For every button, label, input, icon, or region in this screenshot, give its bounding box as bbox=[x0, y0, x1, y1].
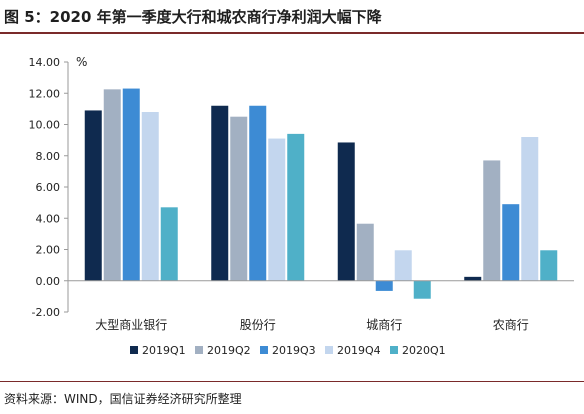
bar-2019Q2-3 bbox=[483, 160, 501, 281]
y-tick-label: 8.00 bbox=[36, 150, 61, 163]
bar-chart: 14.00 12.00 10.00 8.00 6.00 4.00 2.00 0.00 -2.00… bbox=[29, 55, 574, 357]
y-tick-label: 12.00 bbox=[29, 87, 61, 100]
bar-2020Q1-2 bbox=[413, 280, 431, 299]
legend-swatch bbox=[130, 346, 138, 354]
bar-2019Q4-1 bbox=[268, 138, 286, 281]
y-tick-label: 10.00 bbox=[29, 119, 61, 132]
bar-2019Q3-3 bbox=[502, 204, 520, 281]
legend-swatch bbox=[195, 346, 203, 354]
legend-label: 2020Q1 bbox=[402, 344, 446, 357]
bar-2019Q1-0 bbox=[84, 110, 102, 281]
y-tick-label: -2.00 bbox=[32, 306, 60, 319]
category-label: 农商行 bbox=[493, 317, 529, 332]
title-divider bbox=[0, 32, 584, 34]
legend-label: 2019Q4 bbox=[337, 344, 381, 357]
bar-2019Q3-2 bbox=[375, 280, 393, 291]
bar-2019Q2-1 bbox=[230, 116, 248, 281]
bar-2019Q4-0 bbox=[141, 112, 159, 281]
bar-2019Q3-1 bbox=[249, 105, 267, 281]
bar-2020Q1-3 bbox=[540, 250, 558, 281]
y-tick-label: 0.00 bbox=[36, 275, 61, 288]
legend-swatch bbox=[260, 346, 268, 354]
y-tick-label: 2.00 bbox=[36, 244, 61, 257]
bar-2019Q2-0 bbox=[103, 89, 121, 281]
bar-2019Q4-2 bbox=[394, 250, 412, 281]
y-tick-label: 14.00 bbox=[29, 56, 61, 69]
bar-2019Q1-3 bbox=[464, 276, 482, 281]
bar-2019Q3-0 bbox=[122, 88, 140, 281]
bar-2020Q1-1 bbox=[287, 133, 305, 281]
legend-label: 2019Q2 bbox=[207, 344, 251, 357]
source-divider bbox=[0, 381, 584, 382]
source-note: 资料来源：WIND，国信证券经济研究所整理 bbox=[4, 392, 242, 406]
category-label: 城商行 bbox=[366, 317, 402, 332]
bar-2020Q1-0 bbox=[160, 207, 178, 281]
y-axis-unit: % bbox=[76, 55, 87, 69]
legend-label: 2019Q3 bbox=[272, 344, 316, 357]
category-label: 大型商业银行 bbox=[95, 317, 167, 332]
legend-label: 2019Q1 bbox=[142, 344, 186, 357]
y-tick-label: 6.00 bbox=[36, 181, 61, 194]
y-tick-label: 4.00 bbox=[36, 212, 61, 225]
bar-2019Q4-3 bbox=[521, 137, 539, 281]
legend-swatch bbox=[390, 346, 398, 354]
chart-title: 图 5：2020 年第一季度大行和城农商行净利润大幅下降 bbox=[4, 8, 382, 26]
category-label: 股份行 bbox=[240, 318, 276, 332]
bar-2019Q2-2 bbox=[356, 223, 374, 281]
bar-2019Q1-1 bbox=[211, 105, 229, 281]
bar-2019Q1-2 bbox=[337, 142, 355, 281]
legend-swatch bbox=[325, 346, 333, 354]
